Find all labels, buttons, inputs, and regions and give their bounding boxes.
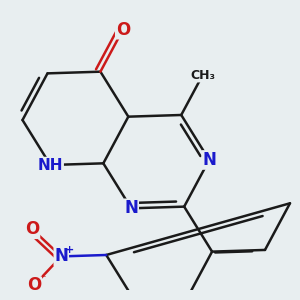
Text: NH: NH xyxy=(38,158,63,172)
Text: CH₃: CH₃ xyxy=(190,69,215,82)
Text: N: N xyxy=(54,248,68,266)
Text: +: + xyxy=(64,245,74,255)
Text: O: O xyxy=(116,21,130,39)
Text: O: O xyxy=(25,220,39,238)
Text: ⁻: ⁻ xyxy=(39,273,45,286)
Text: O: O xyxy=(27,276,41,294)
Text: N: N xyxy=(124,199,138,217)
Text: N: N xyxy=(202,151,216,169)
